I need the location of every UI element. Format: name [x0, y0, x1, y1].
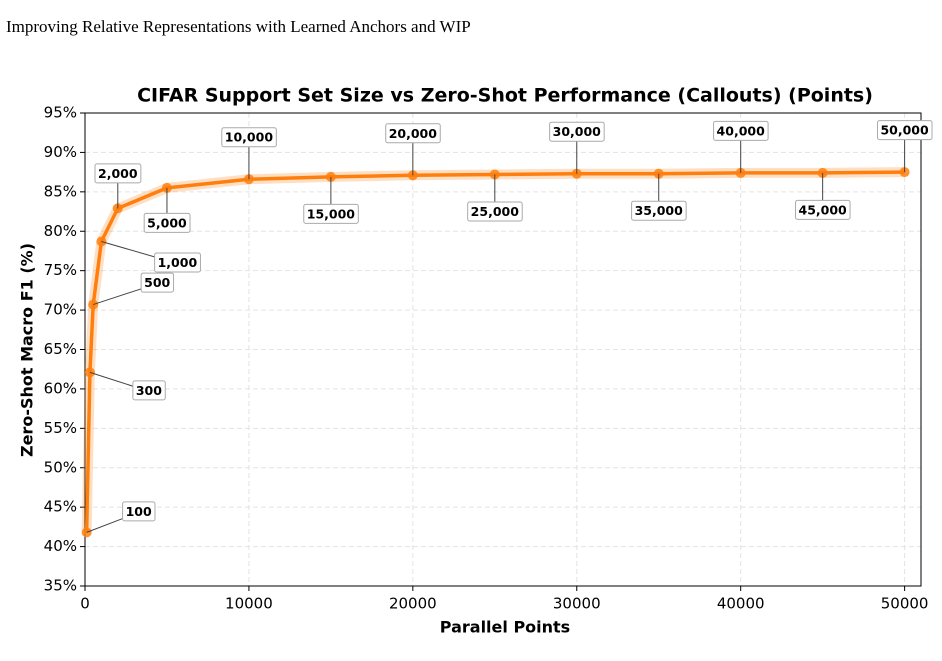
callout: 500: [140, 272, 175, 293]
callout-box: [132, 380, 166, 401]
plot-frame: [84, 112, 922, 587]
y-tick-label: 45%: [44, 498, 77, 516]
callout-label: 100: [126, 504, 152, 519]
line: [84, 170, 905, 533]
y-tick-label: 35%: [44, 577, 77, 595]
y-tick-label: 95%: [44, 104, 77, 122]
callout-label: 300: [136, 383, 162, 398]
callout: 50,000: [876, 120, 933, 141]
y-tick-label: 65%: [44, 340, 77, 358]
x-tick-label: 50000: [881, 595, 929, 613]
callout-label: 45,000: [799, 202, 848, 217]
callout-box: [385, 123, 441, 144]
callout: 1,000: [154, 252, 201, 273]
callout-box: [122, 501, 156, 522]
x-tick-label: 10000: [225, 595, 273, 613]
callout-box: [94, 163, 142, 184]
callout: 25,000: [467, 201, 523, 222]
chart-title: CIFAR Support Set Size vs Zero-Shot Perf…: [137, 85, 873, 107]
y-tick-label: 70%: [44, 301, 77, 319]
callout-box: [795, 199, 851, 220]
callout-label: 30,000: [553, 124, 602, 139]
callout: 15,000: [303, 203, 359, 224]
y-tick-label: 60%: [44, 379, 77, 397]
callout-box: [631, 200, 687, 221]
y-tick-label: 55%: [44, 419, 77, 437]
callout-box: [154, 252, 201, 273]
callout-label: 15,000: [307, 206, 356, 221]
callout-label: 25,000: [471, 204, 520, 219]
callout-box: [549, 121, 605, 142]
callout: 300: [132, 380, 166, 401]
callout: 30,000: [549, 121, 605, 142]
callout-label: 2,000: [98, 166, 138, 181]
callout-box: [303, 203, 359, 224]
callout-box: [876, 120, 933, 141]
callout-box: [467, 201, 523, 222]
x-tick-label: 30000: [553, 595, 601, 613]
callout-label: 50,000: [880, 123, 929, 138]
x-tick-label: 0: [80, 595, 90, 613]
y-tick-label: 85%: [44, 182, 77, 200]
y-tick-label: 90%: [44, 143, 77, 161]
callout: 20,000: [385, 123, 441, 144]
y-tick-label: 40%: [44, 537, 77, 555]
callout-label: 20,000: [389, 126, 438, 141]
x-tick-label: 40000: [717, 595, 765, 613]
callout: 2,000: [94, 163, 142, 184]
callout-label: 5,000: [147, 215, 187, 230]
page-header: Improving Relative Representations with …: [6, 17, 471, 36]
y-axis-label: Zero-Shot Macro F1 (%): [18, 243, 37, 457]
callout-label: 1,000: [158, 255, 198, 270]
callout: 100: [122, 501, 156, 522]
line-band: [81, 167, 905, 533]
callout-label: 10,000: [225, 130, 274, 145]
y-tick-label: 50%: [44, 458, 77, 476]
callout: 40,000: [713, 120, 769, 141]
x-axis-label: Parallel Points: [440, 618, 570, 637]
callout-label: 40,000: [717, 123, 766, 138]
callout-box: [221, 127, 277, 148]
callout-label: 35,000: [635, 203, 684, 218]
y-tick-label: 75%: [44, 261, 77, 279]
callout-box: [713, 120, 769, 141]
y-tick-label: 80%: [44, 222, 77, 240]
x-tick-label: 20000: [389, 595, 437, 613]
callout: 10,000: [221, 127, 277, 148]
callout: 35,000: [631, 200, 687, 221]
callout-box: [143, 212, 191, 233]
callout: 45,000: [795, 199, 851, 220]
callout: 5,000: [143, 212, 191, 233]
callout-label: 500: [144, 275, 170, 290]
callout-box: [140, 272, 175, 293]
